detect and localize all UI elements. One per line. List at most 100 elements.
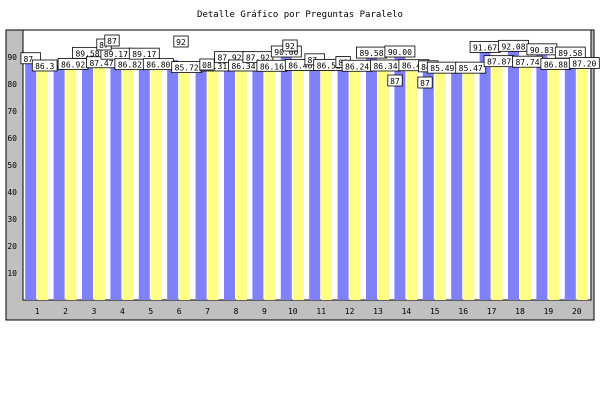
y-tick-label: 20 — [7, 242, 17, 251]
data-label: 89.17 — [132, 50, 156, 59]
data-label: 87 — [390, 77, 400, 86]
bar-s2-19 — [548, 65, 560, 301]
x-tick-label: 2 — [63, 307, 68, 316]
data-label: 87.87 — [487, 58, 511, 67]
data-label-box — [417, 76, 433, 89]
x-tick-label: 15 — [430, 307, 440, 316]
data-label: 92.08 — [501, 42, 525, 51]
data-label-box — [31, 59, 58, 72]
x-tick-label: 5 — [148, 307, 153, 316]
bar-s1-3 — [82, 58, 93, 300]
bar-s1-4 — [110, 59, 122, 300]
x-tick-label: 12 — [345, 307, 355, 316]
bar-s1-11 — [309, 64, 321, 300]
bar-s2-5 — [150, 65, 162, 300]
bar-s2-12 — [349, 67, 361, 300]
data-label: 86.3 — [35, 62, 54, 71]
x-tick-label: 8 — [234, 307, 239, 316]
y-tick-label: 10 — [7, 269, 17, 278]
data-label-box — [455, 61, 487, 74]
data-label: 86.80 — [146, 61, 170, 70]
y-tick-label: 40 — [7, 188, 17, 197]
bar-s1-14 — [394, 57, 406, 300]
bars-group — [25, 51, 588, 301]
x-tick-label: 3 — [92, 307, 97, 316]
data-label: 92 — [285, 42, 295, 51]
x-tick-label: 20 — [572, 307, 582, 316]
bar-s2-20 — [576, 64, 588, 300]
data-label: 89.58 — [359, 49, 383, 58]
data-label-box — [173, 35, 189, 48]
x-tick-label: 6 — [177, 307, 182, 316]
bar-s2-3 — [94, 63, 105, 300]
bar-s2-9 — [264, 67, 276, 300]
data-label: 86.16 — [260, 62, 284, 71]
y-tick-label: 80 — [7, 80, 17, 89]
bar-s2-15 — [434, 69, 446, 301]
bar-s1-12 — [337, 67, 349, 300]
data-label: 87.92 — [217, 54, 241, 63]
data-label: 89.58 — [75, 49, 99, 58]
x-tick-label: 11 — [316, 307, 326, 316]
labels-group: 87.86.3 86.9289.5887.4789.1786.8289.1786.… — [20, 34, 600, 89]
data-label: 85.72 — [175, 64, 199, 73]
y-tick-label: 50 — [7, 161, 17, 170]
x-tick-label: 13 — [373, 307, 383, 316]
data-label-box — [199, 58, 215, 71]
bar-s2-13 — [378, 66, 389, 301]
data-label-box — [387, 74, 403, 87]
data-label: 87 — [107, 37, 117, 46]
data-label: 87.47 — [89, 59, 113, 68]
bar-s1-20 — [564, 58, 576, 300]
data-label: 85.47 — [459, 64, 483, 73]
bar-s2-8 — [236, 66, 247, 301]
data-label-box — [104, 34, 120, 47]
bar-s1-19 — [536, 54, 548, 301]
y-tick-label: 70 — [7, 107, 17, 116]
bar-s1-8 — [224, 62, 235, 300]
bar-s2-1 — [37, 66, 49, 301]
y-tick-label: 30 — [7, 215, 17, 224]
x-tick-label: 10 — [288, 307, 298, 316]
bar-s2-6 — [179, 68, 191, 300]
data-label: 86.52 — [317, 61, 341, 70]
data-label: 85.49 — [430, 64, 454, 73]
bar-s1-18 — [508, 51, 519, 300]
data-label: 87.74 — [515, 58, 539, 67]
bar-s1-1 — [25, 63, 37, 300]
data-label: 87 — [420, 79, 430, 88]
data-label-box — [384, 45, 416, 58]
x-tick-label: 9 — [262, 307, 267, 316]
bar-s2-4 — [122, 65, 134, 300]
bar-s2-10 — [292, 66, 304, 300]
bar-s1-6 — [167, 59, 179, 300]
data-label: 86.43 — [402, 62, 426, 71]
x-tick-label: 19 — [544, 307, 554, 316]
bar-s1-13 — [366, 58, 377, 300]
bar-s1-2 — [53, 65, 65, 301]
data-label: 86.34 — [373, 62, 397, 71]
bar-s2-11 — [321, 66, 333, 300]
data-label-box — [282, 39, 298, 52]
bar-s2-18 — [520, 63, 531, 301]
bar-s2-2 — [65, 65, 77, 301]
data-label: 86.88 — [544, 60, 568, 69]
data-label: 91.67 — [473, 43, 497, 52]
bar-s1-16 — [451, 69, 463, 301]
data-label: 86.31 — [203, 62, 227, 71]
bar-s2-17 — [491, 62, 503, 300]
x-tick-label: 4 — [120, 307, 125, 316]
x-tick-label: 14 — [402, 307, 412, 316]
data-label: 86.34 — [231, 62, 255, 71]
data-label: 90.00 — [388, 48, 412, 57]
data-label: 86.92 — [61, 60, 85, 69]
data-label: 86.24 — [345, 62, 369, 71]
bar-s1-7 — [195, 62, 207, 300]
bar-s2-14 — [406, 66, 418, 300]
bar-s1-9 — [252, 62, 264, 300]
data-label-box — [20, 52, 41, 65]
x-tick-label: 17 — [487, 307, 497, 316]
bar-s2-16 — [463, 69, 475, 301]
